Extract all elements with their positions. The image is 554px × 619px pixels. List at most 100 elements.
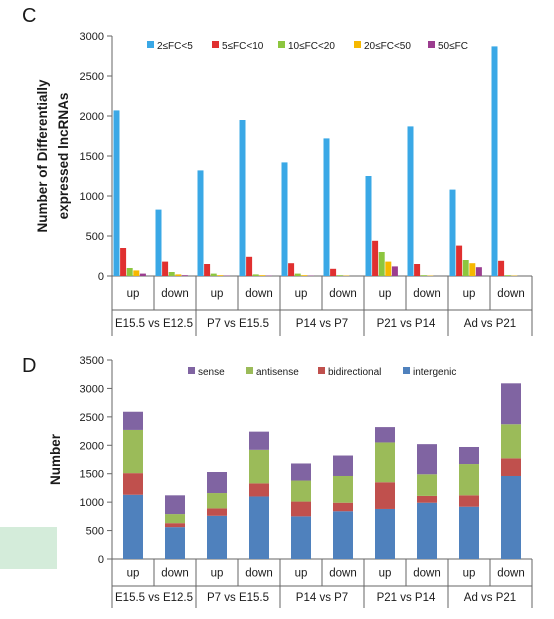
panel-label-C: C [22, 5, 36, 27]
y-tick-label: 0 [98, 271, 104, 283]
bar-segment-antisense-1 [165, 514, 185, 524]
legend-label: 20≤FC<50 [364, 41, 411, 52]
bar-segment-antisense-0 [123, 429, 143, 474]
y-tick-label: 1500 [80, 469, 104, 481]
x-category-label: down [329, 568, 357, 580]
bar-10-FC-20-7 [420, 275, 427, 276]
bar-10-FC-20-1 [168, 272, 175, 276]
y-tick-label: 2500 [80, 71, 104, 83]
y-tick-label: 1000 [80, 191, 104, 203]
bar-segment-sense-0 [123, 411, 143, 430]
bar-segment-bidirectional-1 [165, 523, 185, 528]
bar-20-FC-50-4 [301, 275, 308, 276]
bar-segment-antisense-6 [375, 442, 395, 483]
bar-segment-intergenic-6 [375, 508, 395, 559]
x-category-label: up [295, 288, 308, 300]
legend-swatch [246, 367, 253, 374]
bar-20-FC-50-3 [259, 275, 266, 276]
bar-2-FC-5-8 [449, 189, 456, 276]
bar-5-FC-10-7 [414, 264, 421, 276]
x-category-label: up [211, 288, 224, 300]
x-group-label: Ad vs P21 [464, 318, 516, 330]
bar-5-FC-10-9 [498, 260, 505, 276]
bar-10-FC-20-4 [294, 273, 301, 276]
legend-swatch [428, 41, 435, 48]
legend-label: 5≤FC<10 [222, 41, 264, 52]
bar-segment-bidirectional-2 [207, 508, 227, 516]
bar-segment-intergenic-4 [291, 516, 311, 559]
bar-segment-intergenic-9 [501, 475, 521, 559]
bar-20-FC-50-1 [175, 274, 182, 276]
y-tick-label: 2000 [80, 111, 104, 123]
green-overlay-block [0, 527, 57, 569]
bar-segment-bidirectional-4 [291, 501, 311, 517]
bar-segment-sense-5 [333, 455, 353, 476]
bar-segment-sense-6 [375, 427, 395, 443]
bar-segment-bidirectional-3 [249, 483, 269, 497]
y-tick-label: 2000 [80, 440, 104, 452]
bar-10-FC-20-9 [504, 275, 511, 276]
legend-label: sense [198, 367, 225, 378]
x-category-label: up [295, 568, 308, 580]
bar-segment-bidirectional-5 [333, 502, 353, 512]
x-group-label: E15.5 vs E12.5 [115, 592, 193, 604]
bar-segment-intergenic-1 [165, 527, 185, 559]
x-category-label: up [379, 288, 392, 300]
bar-segment-intergenic-5 [333, 511, 353, 559]
bar-segment-bidirectional-0 [123, 473, 143, 495]
bar-10-FC-20-8 [462, 260, 469, 276]
x-category-label: up [127, 288, 140, 300]
bar-segment-antisense-3 [249, 449, 269, 484]
bar-2-FC-5-0 [113, 110, 120, 277]
bar-segment-intergenic-8 [459, 506, 479, 559]
y-tick-label: 2500 [80, 412, 104, 424]
bar-segment-intergenic-3 [249, 496, 269, 559]
legend-label: 50≤FC [438, 41, 468, 52]
legend-swatch [147, 41, 154, 48]
bar-2-FC-5-3 [239, 120, 246, 276]
x-category-label: down [161, 568, 189, 580]
bar-segment-antisense-5 [333, 475, 353, 503]
bar-segment-intergenic-0 [123, 494, 143, 559]
bar-segment-sense-2 [207, 472, 227, 494]
x-group-label: P21 vs P14 [377, 318, 436, 330]
legend-swatch [403, 367, 410, 374]
bar-5-FC-10-1 [162, 261, 169, 276]
y-axis-title: Number [48, 433, 63, 485]
x-group-label: P14 vs P7 [296, 592, 348, 604]
bar-segment-sense-8 [459, 446, 479, 465]
x-category-label: down [497, 288, 525, 300]
bar-segment-intergenic-2 [207, 515, 227, 559]
bar-50-FC-1 [181, 275, 188, 276]
bar-5-FC-10-0 [120, 248, 127, 276]
x-category-label: up [379, 568, 392, 580]
x-category-label: up [127, 568, 140, 580]
bar-5-FC-10-2 [204, 264, 211, 276]
bar-2-FC-5-1 [155, 209, 162, 276]
y-tick-label: 1000 [80, 497, 104, 509]
bar-50-FC-8 [475, 267, 482, 276]
bar-segment-antisense-8 [459, 464, 479, 496]
y-tick-label: 3000 [80, 383, 104, 395]
legend-swatch [188, 367, 195, 374]
x-category-label: down [413, 288, 441, 300]
y-tick-label: 3000 [80, 31, 104, 43]
legend-label: bidirectional [328, 367, 381, 378]
bar-segment-sense-3 [249, 431, 269, 450]
x-category-label: up [211, 568, 224, 580]
legend-label: 10≤FC<20 [288, 41, 335, 52]
bar-segment-intergenic-7 [417, 502, 437, 559]
x-group-label: Ad vs P21 [464, 592, 516, 604]
x-category-label: down [245, 288, 273, 300]
x-category-label: down [413, 568, 441, 580]
bar-2-FC-5-9 [491, 46, 498, 277]
bar-10-FC-20-2 [210, 273, 217, 276]
legend-label: antisense [256, 367, 299, 378]
bar-5-FC-10-5 [330, 268, 337, 276]
bar-10-FC-20-5 [336, 275, 343, 276]
y-tick-label: 3500 [80, 355, 104, 367]
bar-segment-antisense-2 [207, 493, 227, 509]
bar-2-FC-5-5 [323, 138, 330, 276]
bar-20-FC-50-2 [217, 275, 224, 276]
